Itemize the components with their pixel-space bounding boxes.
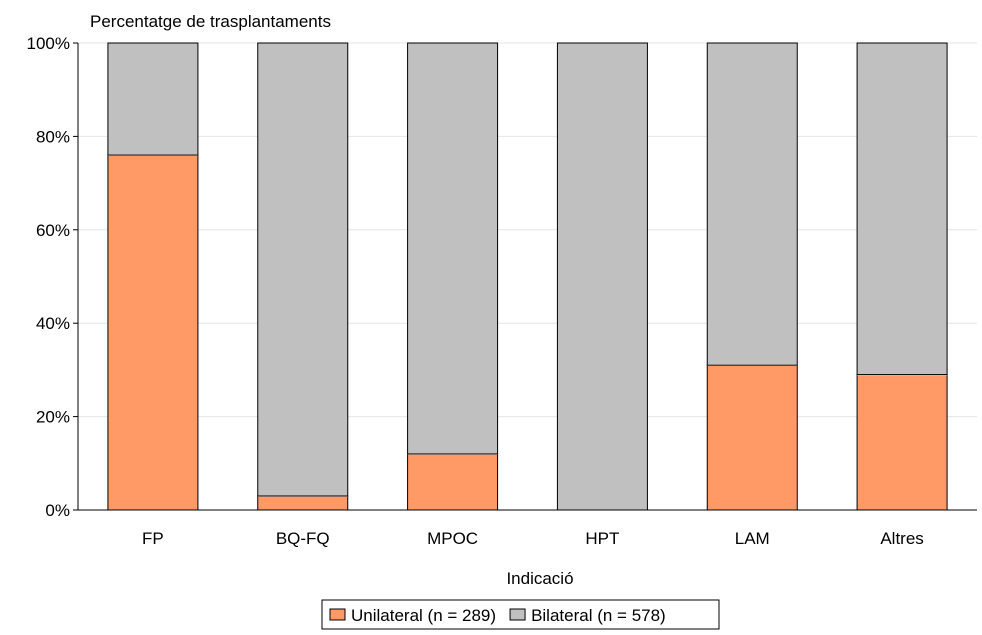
unilateral-bar-mpoc bbox=[408, 454, 498, 510]
bilateral-bar-hpt bbox=[557, 43, 647, 510]
y-tick-label-80pct: 80% bbox=[36, 127, 70, 146]
legend-label-unilateral: Unilateral (n = 289) bbox=[351, 606, 496, 625]
y-tick-label-40pct: 40% bbox=[36, 314, 70, 333]
bilateral-bar-bq-fq bbox=[258, 43, 348, 496]
y-tick-label-100pct: 100% bbox=[27, 34, 70, 53]
bilateral-bar-mpoc bbox=[408, 43, 498, 454]
x-tick-label-lam: LAM bbox=[735, 529, 770, 548]
legend-swatch-bilateral bbox=[510, 609, 525, 620]
bilateral-bar-fp bbox=[108, 43, 198, 155]
legend-swatch-unilateral bbox=[330, 609, 345, 620]
unilateral-bar-bq-fq bbox=[258, 496, 348, 510]
legend: Unilateral (n = 289) Bilateral (n = 578) bbox=[322, 600, 719, 629]
x-tick-label-bq-fq: BQ-FQ bbox=[276, 529, 330, 548]
x-tick-label-altres: Altres bbox=[880, 529, 923, 548]
y-tick-label-60pct: 60% bbox=[36, 221, 70, 240]
unilateral-bar-altres bbox=[857, 375, 947, 510]
unilateral-bar-fp bbox=[108, 155, 198, 510]
y-tick-label-20pct: 20% bbox=[36, 408, 70, 427]
unilateral-bar-lam bbox=[707, 365, 797, 510]
x-tick-label-hpt: HPT bbox=[585, 529, 619, 548]
bilateral-bar-lam bbox=[707, 43, 797, 365]
y-axis-title: Percentatge de trasplantaments bbox=[90, 12, 331, 31]
x-tick-label-fp: FP bbox=[142, 529, 164, 548]
x-axis-title: Indicació bbox=[506, 569, 573, 588]
bars bbox=[108, 43, 947, 510]
legend-label-bilateral: Bilateral (n = 578) bbox=[531, 606, 666, 625]
x-tick-label-mpoc: MPOC bbox=[427, 529, 478, 548]
gridlines bbox=[78, 43, 977, 417]
bilateral-bar-altres bbox=[857, 43, 947, 375]
y-tick-label-0pct: 0% bbox=[45, 501, 70, 520]
